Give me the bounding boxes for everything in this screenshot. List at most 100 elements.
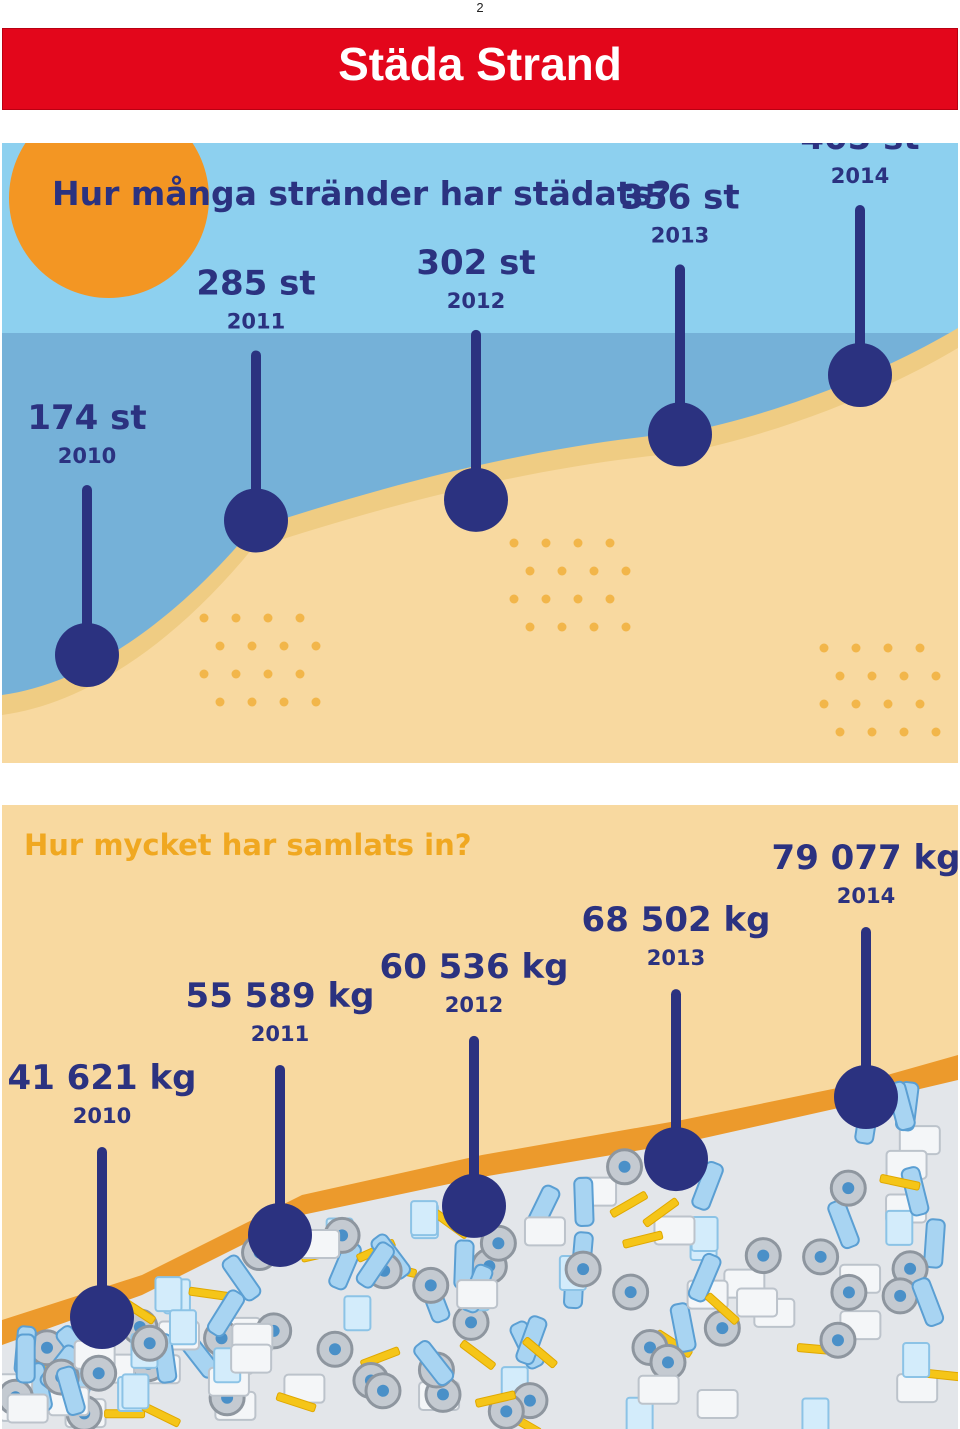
collected-title: Hur mycket har samlats in? — [24, 828, 472, 862]
bar-ball — [70, 1285, 134, 1349]
bottle-icon — [827, 1199, 860, 1250]
sand-dot — [899, 727, 909, 737]
bar-ball — [224, 488, 288, 553]
cigarette-icon — [459, 1340, 496, 1370]
sand-dot — [557, 566, 567, 576]
sand-dot — [231, 669, 241, 679]
can-tab-icon — [424, 1279, 437, 1292]
can-tab-icon — [500, 1405, 513, 1418]
bag-icon — [6, 1393, 49, 1424]
sand-dot — [557, 622, 567, 632]
bottle-icon — [15, 1333, 36, 1384]
can-tab-icon — [661, 1356, 674, 1369]
page-number: 2 — [476, 0, 484, 15]
sand-dot — [247, 697, 257, 707]
sand-dot — [867, 727, 877, 737]
bar-ball — [442, 1173, 506, 1238]
sand-background — [2, 348, 958, 763]
sand-dot — [279, 641, 289, 651]
year-label: 2013 — [647, 946, 705, 970]
bottle-icon — [687, 1252, 722, 1303]
cup-icon — [343, 1295, 372, 1332]
sand-dot — [263, 669, 273, 679]
bar-ball — [444, 467, 508, 532]
can-tab-icon — [465, 1316, 478, 1329]
cup-icon — [154, 1276, 183, 1313]
can-tab-icon — [814, 1250, 827, 1263]
cup-icon — [885, 1209, 914, 1246]
bar-stick — [861, 927, 871, 1097]
sand-dot — [589, 566, 599, 576]
can-tab-icon — [904, 1262, 917, 1275]
cup-icon — [801, 1397, 830, 1429]
bar-stick — [469, 1035, 479, 1206]
can-tab-icon — [831, 1334, 844, 1347]
year-label: 2010 — [73, 1104, 131, 1128]
sand-dot — [621, 566, 631, 576]
sun-icon — [9, 143, 209, 298]
sand-dot — [295, 669, 305, 679]
sand-dot — [263, 613, 273, 623]
title-banner: Städa Strand — [2, 28, 958, 110]
bottle-icon — [206, 1289, 246, 1338]
cigarette-icon — [622, 1230, 664, 1249]
collected-chart: Hur mycket har samlats in? 2010 41 621 kg… — [2, 805, 958, 1429]
value-label: 55 589 kg — [186, 976, 375, 1016]
sand-dot — [311, 641, 321, 651]
year-label: 2011 — [251, 1022, 309, 1046]
sand-dot — [541, 594, 551, 604]
bar-ball — [644, 1127, 708, 1192]
sand-dot — [525, 566, 535, 576]
value-label: 41 621 kg — [8, 1058, 197, 1098]
sand-dot — [851, 699, 861, 709]
cigarette-icon — [642, 1197, 680, 1228]
sand-dot — [199, 669, 209, 679]
year-label: 2012 — [445, 993, 503, 1017]
year-label: 2014 — [831, 164, 889, 188]
year-label: 2011 — [227, 309, 285, 333]
sand-dot — [819, 699, 829, 709]
bar-ball — [828, 343, 892, 407]
can-tab-icon — [716, 1322, 729, 1335]
beaches-title: Hur många stränder har städats? — [52, 174, 671, 213]
sand-dot — [295, 613, 305, 623]
bar-ball — [834, 1065, 898, 1129]
can-tab-icon — [377, 1384, 390, 1397]
beaches-infographic: Hur många stränder har städats? 2010 174 … — [2, 143, 958, 763]
bar-stick — [97, 1147, 107, 1317]
cup-icon — [410, 1200, 439, 1237]
can-tab-icon — [757, 1249, 770, 1262]
year-label: 2010 — [58, 444, 116, 468]
cigarette-icon — [879, 1174, 921, 1191]
bag-icon — [456, 1279, 499, 1310]
sand-dot — [931, 671, 941, 681]
sand-dot — [573, 594, 583, 604]
cigarette-icon — [705, 1292, 740, 1325]
bar-stick — [671, 989, 681, 1160]
bar-stick — [275, 1064, 285, 1235]
bottle-icon — [900, 1166, 930, 1217]
beaches-chart: Hur många stränder har städats? 2010 174 … — [2, 143, 958, 763]
collected-marks: 2010 41 621 kg 2011 55 589 kg 2012 60 536 kg 2… — [8, 838, 958, 1349]
can-tab-icon — [643, 1341, 656, 1354]
can-tab-icon — [328, 1343, 341, 1356]
bottle-icon — [573, 1176, 595, 1227]
sand-dot — [605, 538, 615, 548]
bar-stick — [82, 485, 92, 655]
sand-dot — [867, 671, 877, 681]
value-label: 285 st — [196, 263, 315, 303]
sand-dot — [605, 594, 615, 604]
can-tab-icon — [577, 1263, 590, 1276]
year-label: 2014 — [837, 884, 895, 908]
sand-dot — [883, 699, 893, 709]
bag-icon — [523, 1216, 566, 1247]
sand-dot — [915, 699, 925, 709]
bar-stick — [251, 350, 261, 521]
sand-dot — [509, 594, 519, 604]
bar-stick — [855, 205, 865, 375]
bottle-icon — [56, 1365, 86, 1416]
beaches-marks: 2010 174 st 2011 285 st 2012 302 st 2013 356 st… — [27, 143, 920, 687]
value-label: 356 st — [620, 177, 739, 217]
cigarette-icon — [475, 1390, 517, 1408]
sand-dot — [883, 643, 893, 653]
